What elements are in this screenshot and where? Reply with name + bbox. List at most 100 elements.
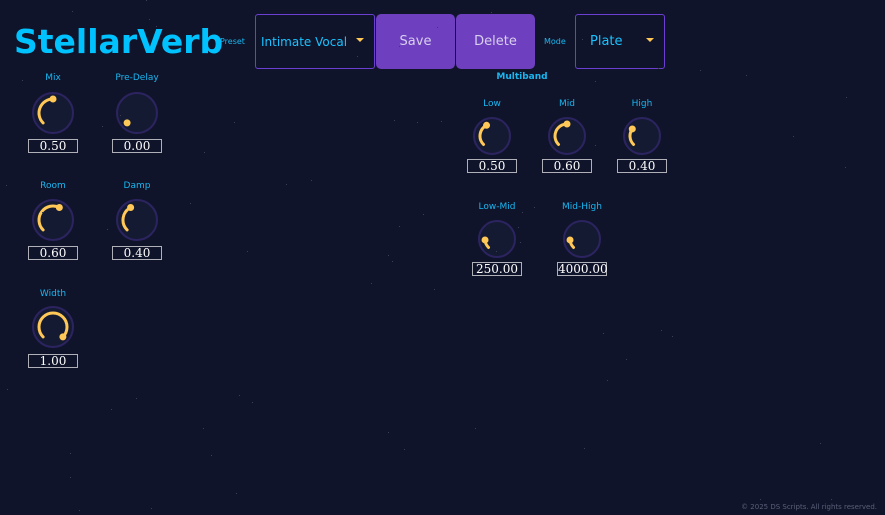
star-decoration (120, 115, 122, 117)
knob-damp[interactable] (114, 197, 160, 243)
knob-indicator (123, 119, 131, 127)
star-decoration (581, 39, 583, 41)
star-decoration (441, 121, 443, 123)
knob-indicator (55, 204, 63, 212)
knob-value-pre-delay[interactable]: 0.00 (112, 139, 162, 153)
knob-arc (37, 204, 61, 232)
star-decoration (398, 46, 400, 48)
preset-select[interactable]: Intimate Vocal (255, 14, 375, 69)
star-decoration (820, 443, 822, 445)
star-decoration (42, 212, 44, 214)
star-decoration (388, 431, 390, 433)
star-decoration (145, 0, 147, 2)
app-title: StellarVerb (14, 22, 224, 61)
knob-value-mid-high[interactable]: 4000.00 (557, 262, 608, 276)
mode-label: Mode (544, 37, 566, 46)
knob-mid[interactable] (546, 115, 588, 157)
knob-label: Width (39, 289, 67, 299)
star-decoration (371, 283, 373, 285)
star-decoration (6, 185, 8, 187)
knob-value-damp[interactable]: 0.40 (112, 246, 162, 260)
star-decoration (236, 492, 238, 494)
star-decoration (475, 427, 477, 429)
star-decoration (671, 336, 673, 338)
star-decoration (746, 74, 748, 76)
star-decoration (661, 329, 663, 331)
knob-value-room[interactable]: 0.60 (28, 246, 78, 260)
star-decoration (21, 79, 23, 81)
star-decoration (211, 455, 213, 457)
star-decoration (434, 288, 436, 290)
knob-pre-delay[interactable] (114, 90, 160, 136)
star-decoration (311, 180, 313, 182)
knob-arc (37, 311, 69, 339)
star-decoration (519, 241, 521, 243)
preset-value: Intimate Vocal (261, 34, 348, 49)
knob-value-width[interactable]: 1.00 (28, 354, 78, 368)
knob-high[interactable] (621, 115, 663, 157)
star-decoration (190, 202, 192, 204)
knob-value-low-mid[interactable]: 250.00 (472, 262, 522, 276)
delete-button[interactable]: Delete (456, 14, 535, 69)
star-decoration (239, 394, 241, 396)
star-decoration (437, 26, 439, 28)
star-decoration (356, 56, 358, 58)
knob-indicator (563, 120, 571, 128)
star-decoration (203, 152, 205, 154)
star-decoration (552, 44, 554, 46)
star-decoration (845, 167, 847, 169)
knob-indicator (49, 95, 57, 103)
knob-label: Pre-Delay (115, 73, 159, 83)
knob-indicator (127, 204, 135, 212)
knob-label: Damp (123, 181, 151, 191)
knob-mix[interactable] (30, 90, 76, 136)
knob-value-mix[interactable]: 0.50 (28, 139, 78, 153)
star-decoration (484, 170, 486, 172)
star-decoration (831, 499, 833, 501)
star-decoration (403, 449, 405, 451)
knob-indicator (483, 121, 491, 129)
star-decoration (657, 67, 659, 69)
star-decoration (793, 136, 795, 138)
knob-label: Mid (559, 99, 575, 109)
star-decoration (625, 359, 627, 361)
star-decoration (845, 97, 847, 99)
star-decoration (607, 379, 609, 381)
knob-value-low[interactable]: 0.50 (467, 159, 517, 173)
star-decoration (490, 12, 492, 14)
knob-width[interactable] (30, 304, 76, 350)
knob-indicator (59, 333, 67, 341)
star-decoration (533, 206, 535, 208)
star-decoration (135, 398, 137, 399)
star-decoration (233, 121, 235, 123)
knob-low-mid[interactable] (476, 218, 518, 260)
knob-value-high[interactable]: 0.40 (617, 159, 667, 173)
save-button[interactable]: Save (376, 14, 455, 69)
star-decoration (155, 25, 157, 27)
star-decoration (106, 228, 108, 230)
star-decoration (72, 10, 74, 12)
star-decoration (69, 452, 71, 454)
knob-label: Mid-High (562, 202, 602, 212)
knob-mid-high[interactable] (561, 218, 603, 260)
star-decoration (102, 125, 104, 127)
star-decoration (398, 226, 400, 228)
star-decoration (150, 507, 152, 509)
star-decoration (387, 255, 389, 257)
star-decoration (203, 427, 205, 429)
chevron-down-icon (646, 38, 654, 42)
knob-low[interactable] (471, 115, 513, 157)
knob-room[interactable] (30, 197, 76, 243)
star-decoration (251, 402, 253, 404)
star-decoration (518, 227, 520, 229)
star-decoration (594, 81, 596, 83)
star-decoration (416, 121, 418, 123)
star-decoration (759, 498, 761, 500)
knob-label: Room (40, 181, 66, 191)
star-decoration (149, 19, 151, 21)
mode-select[interactable]: Plate (575, 14, 665, 69)
knob-label: High (631, 99, 653, 109)
star-decoration (56, 183, 58, 185)
knob-label: Low (483, 99, 501, 109)
knob-value-mid[interactable]: 0.60 (542, 159, 592, 173)
